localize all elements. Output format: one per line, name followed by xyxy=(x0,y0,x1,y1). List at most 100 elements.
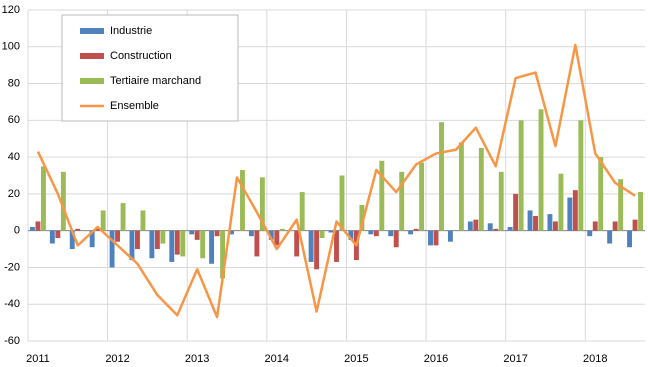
bar xyxy=(194,230,200,240)
y-tick-label: 60 xyxy=(8,114,20,126)
bar xyxy=(259,177,265,231)
bar xyxy=(319,230,325,239)
bar xyxy=(612,221,618,231)
line xyxy=(36,43,636,319)
bar xyxy=(220,230,226,279)
bar xyxy=(49,230,55,244)
y-tick-label: 120 xyxy=(2,4,20,16)
legend-label: Tertiaire marchand xyxy=(110,75,201,87)
bar xyxy=(513,193,519,231)
bar xyxy=(527,210,533,231)
bar xyxy=(428,230,433,246)
bar xyxy=(447,230,453,242)
bar xyxy=(240,169,245,231)
bar xyxy=(552,221,558,231)
bar xyxy=(339,175,345,231)
bar xyxy=(135,230,140,250)
bar xyxy=(393,230,399,248)
bar xyxy=(478,147,484,231)
bar xyxy=(419,162,425,231)
x-tick-label: 2016 xyxy=(424,353,448,365)
legend-swatch xyxy=(80,53,104,59)
bar xyxy=(268,230,274,240)
bar xyxy=(538,109,544,231)
bar xyxy=(359,204,365,231)
bar xyxy=(487,223,493,231)
legend-swatch xyxy=(80,28,104,34)
bar xyxy=(388,230,394,237)
bar xyxy=(100,210,106,231)
bar xyxy=(214,230,220,237)
bar xyxy=(254,230,260,257)
y-tick-label: 40 xyxy=(8,151,20,163)
y-tick-label: 20 xyxy=(8,188,20,200)
bar xyxy=(558,173,564,231)
y-tick-label: 100 xyxy=(2,41,20,53)
bar xyxy=(399,171,405,231)
x-tick-label: 2015 xyxy=(344,353,368,365)
bar xyxy=(174,230,180,255)
legend-label: Construction xyxy=(110,50,172,62)
x-tick-label: 2018 xyxy=(583,353,607,365)
bar xyxy=(274,230,280,246)
bar xyxy=(209,230,215,264)
legend-swatch xyxy=(80,78,104,84)
bar xyxy=(308,230,314,262)
y-tick-label: -20 xyxy=(4,261,20,273)
bar xyxy=(627,230,632,248)
legend-label: Ensemble xyxy=(110,100,159,112)
bar xyxy=(618,179,624,231)
bar xyxy=(314,230,320,270)
bar xyxy=(248,230,254,237)
bar xyxy=(30,226,35,231)
bar xyxy=(69,230,75,250)
bar xyxy=(379,160,385,231)
bar xyxy=(587,230,593,237)
bar xyxy=(200,230,206,259)
x-tick-label: 2011 xyxy=(26,353,50,365)
bar xyxy=(578,120,584,231)
bar xyxy=(75,228,81,231)
bar xyxy=(493,228,499,231)
bar xyxy=(35,221,41,231)
bar xyxy=(518,120,524,231)
bar xyxy=(129,230,135,261)
bar xyxy=(169,230,175,262)
bar xyxy=(473,219,479,231)
bar xyxy=(348,230,354,240)
bar xyxy=(109,230,115,268)
bar xyxy=(149,230,155,259)
bar xyxy=(299,192,305,231)
bar xyxy=(498,171,504,231)
bar xyxy=(607,230,613,244)
bar xyxy=(89,230,95,248)
bar xyxy=(433,230,439,246)
bar xyxy=(334,230,339,262)
bar xyxy=(55,230,61,239)
bar xyxy=(467,221,473,231)
bar xyxy=(41,166,46,231)
bar xyxy=(120,203,126,231)
y-tick-label: 0 xyxy=(14,225,20,237)
bar xyxy=(408,230,414,235)
bar xyxy=(373,230,379,237)
bar xyxy=(439,122,444,231)
bar xyxy=(533,215,538,231)
x-tick-label: 2012 xyxy=(105,353,129,365)
x-tick-label: 2014 xyxy=(265,353,289,365)
bar xyxy=(368,230,374,235)
bar xyxy=(189,230,195,235)
bar xyxy=(229,230,234,235)
bar xyxy=(413,228,419,231)
y-tick-label: -60 xyxy=(4,335,20,347)
bar xyxy=(160,230,166,244)
x-tick-label: 2013 xyxy=(185,353,209,365)
bar xyxy=(458,142,464,231)
bar xyxy=(279,228,285,231)
bar xyxy=(567,197,573,231)
bar xyxy=(140,210,146,231)
y-tick-label: 80 xyxy=(8,77,20,89)
bar xyxy=(328,230,334,233)
bar xyxy=(547,214,553,231)
